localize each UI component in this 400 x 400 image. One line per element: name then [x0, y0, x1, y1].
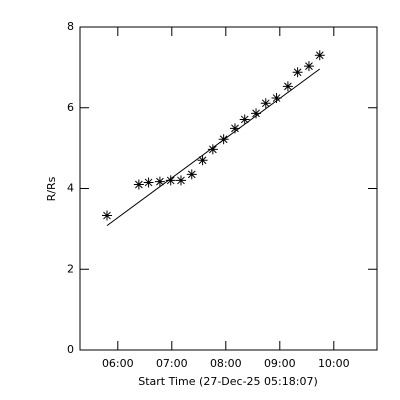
asterisk-marker — [175, 175, 186, 186]
asterisk-marker — [282, 81, 293, 92]
asterisk-marker — [314, 50, 325, 61]
x-tick-label: 09:00 — [264, 357, 296, 370]
y-tick-label: 0 — [67, 343, 74, 356]
asterisk-marker — [303, 61, 314, 72]
asterisk-marker — [260, 98, 271, 109]
fit-line — [106, 68, 321, 227]
y-axis-label: R/Rs — [45, 176, 58, 201]
y-tick-label: 4 — [67, 182, 74, 195]
asterisk-marker — [197, 155, 208, 166]
x-tick-label: 10:00 — [318, 357, 350, 370]
x-axis-label: Start Time (27-Dec-25 05:18:07) — [138, 375, 318, 388]
x-tick-label: 08:00 — [210, 357, 242, 370]
asterisk-marker — [165, 175, 176, 186]
asterisk-marker — [271, 93, 282, 104]
asterisk-marker — [292, 67, 303, 78]
asterisk-marker — [229, 123, 240, 134]
asterisk-marker — [133, 179, 144, 190]
asterisk-marker — [251, 108, 262, 119]
asterisk-marker — [207, 144, 218, 155]
x-tick-label: 07:00 — [156, 357, 188, 370]
asterisk-marker — [239, 114, 250, 125]
y-tick-label: 8 — [67, 20, 74, 33]
y-tick-label: 2 — [67, 262, 74, 275]
y-tick-label: 6 — [67, 101, 74, 114]
asterisk-marker — [186, 169, 197, 180]
asterisk-marker — [102, 210, 112, 221]
asterisk-marker — [154, 176, 165, 187]
x-tick-label: 06:00 — [102, 357, 134, 370]
asterisk-marker — [143, 177, 154, 188]
